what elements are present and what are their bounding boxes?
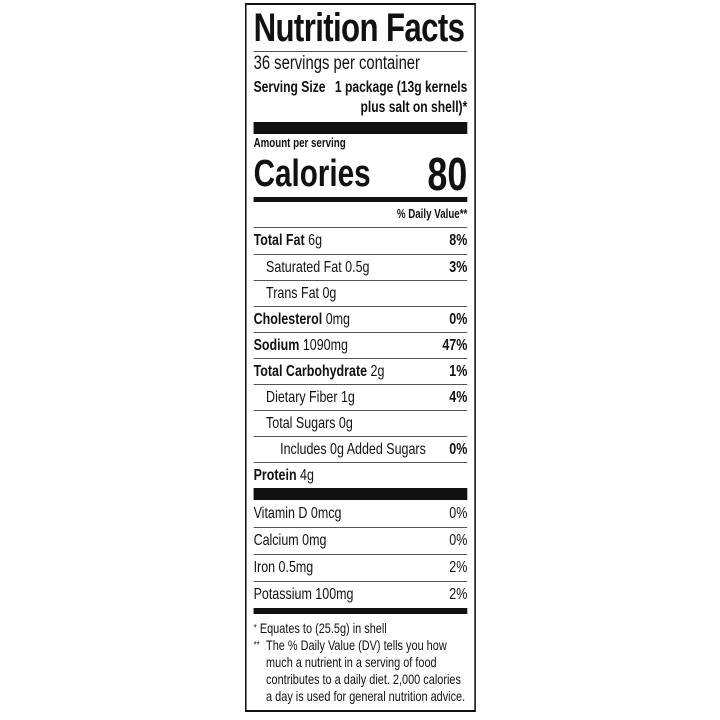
nutrient-row: Total Fat 6g 8% bbox=[254, 228, 468, 254]
nutrient-name-group: Cholesterol 0mg bbox=[254, 310, 350, 330]
vitamin-list: Vitamin D 0mcg 0% Calcium 0mg 0% Iron 0.5mg 2… bbox=[253, 500, 468, 608]
nutrient-name-group: Includes 0g Added Sugars bbox=[254, 440, 426, 460]
nutrient-daily-value: 0% bbox=[449, 440, 468, 458]
calories-row: Calories 80 bbox=[254, 151, 468, 197]
vitamin-name: Potassium 100mg bbox=[253, 586, 354, 603]
nutrient-name: Sodium bbox=[253, 336, 300, 354]
vitamin-daily-value: 0% bbox=[449, 504, 468, 522]
nutrient-name-group: Trans Fat 0g bbox=[254, 284, 337, 304]
vitamin-daily-value: 0% bbox=[449, 532, 468, 549]
label-title: Nutrition Facts bbox=[253, 6, 465, 50]
nutrient-name-group: Total Carbohydrate 2g bbox=[254, 362, 385, 382]
calories-label: Calories bbox=[253, 153, 371, 195]
footnote: * Equates to (25.5g) in shell bbox=[254, 620, 468, 637]
vitamin-name: Iron 0.5mg bbox=[253, 559, 314, 576]
nutrient-amount: 1g bbox=[340, 388, 355, 406]
nutrient-row: Sodium 1090mg 47% bbox=[253, 332, 468, 358]
nutrient-daily-value: 4% bbox=[449, 388, 468, 406]
nutrient-amount: 4g bbox=[300, 466, 314, 484]
nutrient-daily-value: 47% bbox=[442, 336, 468, 354]
nutrient-amount: 0g bbox=[338, 414, 353, 432]
serving-size-value: 1 package (13g kernels bbox=[334, 79, 468, 96]
nutrient-row: Dietary Fiber 1g 4% bbox=[253, 384, 468, 410]
thick-divider bbox=[253, 122, 468, 134]
nutrient-name-group: Saturated Fat 0.5g bbox=[254, 258, 370, 278]
nutrient-list: Total Fat 6g 8% Saturated Fat 0.5g 3% Trans … bbox=[253, 228, 468, 488]
vitamin-row: Iron 0.5mg 2% bbox=[253, 554, 468, 581]
nutrient-row: Saturated Fat 0.5g 3% bbox=[253, 254, 468, 280]
nutrient-name-group: Dietary Fiber 1g bbox=[254, 388, 355, 408]
vitamin-row: Potassium 100mg 2% bbox=[253, 581, 468, 608]
nutrient-name-group: Total Sugars 0g bbox=[254, 414, 353, 434]
nutrient-daily-value: 0% bbox=[449, 310, 468, 328]
vitamin-name: Calcium 0mg bbox=[253, 532, 327, 549]
vitamin-row: Calcium 0mg 0% bbox=[253, 527, 468, 554]
nutrient-name: Trans Fat bbox=[266, 284, 320, 302]
vitamin-row: Vitamin D 0mcg 0% bbox=[254, 500, 468, 527]
nutrient-row: Cholesterol 0mg 0% bbox=[253, 306, 468, 332]
daily-value-header: % Daily Value** bbox=[253, 202, 468, 228]
nutrient-amount: 0g bbox=[322, 284, 337, 302]
nutrient-name: Total Carbohydrate bbox=[253, 362, 368, 380]
serving-size: Serving Size 1 package (13g kernels bbox=[254, 78, 468, 98]
nutrient-name: Total Fat bbox=[253, 232, 305, 249]
footnote-marker: * bbox=[253, 623, 257, 634]
nutrient-amount: 2g bbox=[370, 362, 385, 380]
vitamin-daily-value: 2% bbox=[449, 586, 468, 603]
nutrition-facts-label: Nutrition Facts 36 servings per containe… bbox=[245, 3, 476, 712]
nutrient-daily-value: 8% bbox=[449, 232, 468, 249]
amount-per-serving: Amount per serving bbox=[253, 136, 346, 150]
serving-size-value-cont: plus salt on shell)* bbox=[360, 99, 468, 116]
servings-per-container: 36 servings per container bbox=[253, 53, 420, 74]
medium-divider bbox=[253, 197, 468, 202]
nutrient-name: Includes 0g Added Sugars bbox=[280, 440, 426, 458]
nutrient-name-group: Protein 4g bbox=[254, 466, 314, 486]
thick-divider bbox=[253, 488, 468, 500]
nutrient-name: Protein bbox=[253, 466, 297, 484]
nutrient-amount: 0mg bbox=[325, 310, 350, 328]
footnote: ** The % Daily Value (DV) tells you how m… bbox=[254, 637, 468, 705]
footnote-text: Equates to (25.5g) in shell bbox=[259, 620, 387, 636]
nutrient-name: Saturated Fat bbox=[266, 258, 342, 276]
footnote-text: The % Daily Value (DV) tells you how muc… bbox=[266, 637, 466, 704]
nutrient-amount: 0.5g bbox=[345, 258, 370, 276]
serving-size-label: Serving Size bbox=[253, 79, 326, 96]
nutrient-row: Protein 4g bbox=[253, 462, 468, 488]
nutrient-name-group: Total Fat 6g bbox=[254, 231, 322, 251]
nutrient-row: Trans Fat 0g bbox=[253, 280, 468, 306]
vitamin-name: Vitamin D 0mcg bbox=[253, 504, 342, 522]
nutrient-name-group: Sodium 1090mg bbox=[254, 336, 348, 356]
nutrient-row: Total Carbohydrate 2g 1% bbox=[253, 358, 468, 384]
footnote-marker: ** bbox=[253, 640, 260, 651]
nutrient-amount: 1090mg bbox=[302, 336, 348, 354]
footnotes: * Equates to (25.5g) in shell ** The % Dail… bbox=[254, 620, 468, 705]
nutrient-row: Total Sugars 0g bbox=[253, 410, 468, 436]
divider-small bbox=[253, 608, 468, 614]
nutrient-row: Includes 0g Added Sugars 0% bbox=[253, 436, 468, 462]
nutrient-daily-value: 3% bbox=[449, 258, 468, 276]
nutrient-name: Dietary Fiber bbox=[266, 388, 338, 406]
divider bbox=[253, 51, 468, 52]
nutrient-amount: 6g bbox=[308, 232, 323, 249]
nutrient-name: Total Sugars bbox=[266, 414, 336, 432]
nutrient-name: Cholesterol bbox=[253, 310, 323, 328]
nutrient-daily-value: 1% bbox=[449, 362, 468, 380]
calories-value: 80 bbox=[427, 148, 468, 200]
vitamin-daily-value: 2% bbox=[449, 559, 468, 576]
